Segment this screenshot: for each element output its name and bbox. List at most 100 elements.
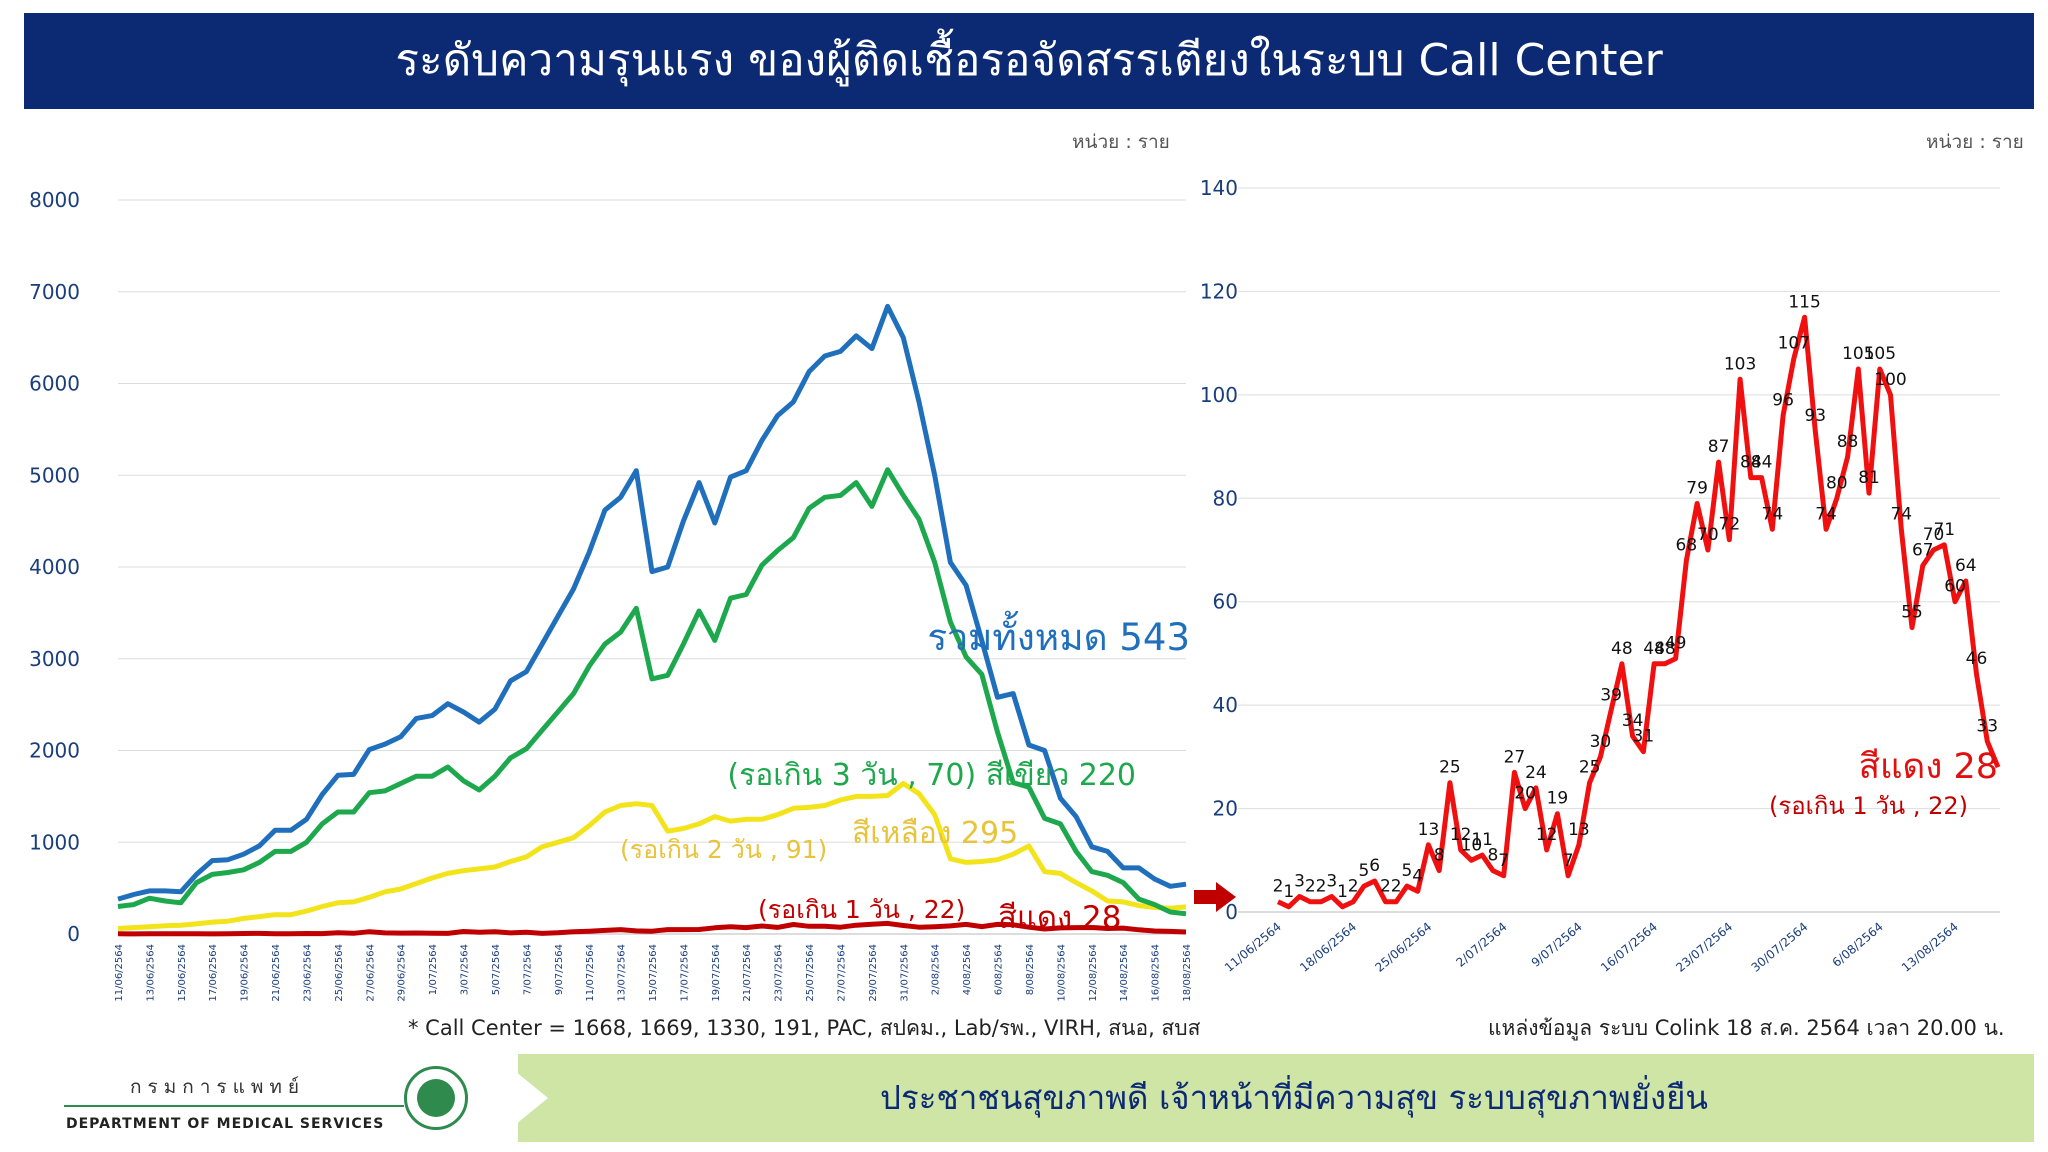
data-label: 3 <box>1326 871 1337 891</box>
annotation-label: (รอเกิน 1 วัน , 22) <box>758 895 965 924</box>
series-line-red <box>1276 314 2001 910</box>
annotation-label: สีแดง 28 <box>998 900 1121 936</box>
annotation-label: (รอเกิน 1 วัน , 22) <box>1769 792 1968 820</box>
x-tick-label: 7/07/2564 <box>522 944 533 995</box>
x-tick-label: 4/08/2564 <box>962 944 973 995</box>
y-tick-label: 6000 <box>29 372 80 396</box>
y-tick-label: 8000 <box>29 188 80 212</box>
data-label: 84 <box>1740 453 1762 473</box>
data-label: 7 <box>1563 851 1574 871</box>
y-tick-label: 60 <box>1213 590 1238 614</box>
annotation-label: สีเหลือง 295 <box>852 816 1018 851</box>
data-label: 64 <box>1955 556 1977 576</box>
data-label: 72 <box>1719 515 1741 535</box>
data-label: 79 <box>1686 478 1708 498</box>
data-label: 34 <box>1622 711 1644 731</box>
data-label: 103 <box>1724 354 1756 374</box>
footer-slogan: ประชาชนสุขภาพดี เจ้าหน้าที่มีความสุข ระบ… <box>880 1078 1708 1117</box>
data-label: 11 <box>1471 830 1493 850</box>
data-label: 12 <box>1450 825 1472 845</box>
y-tick-label: 140 <box>1200 176 1238 200</box>
data-label: 24 <box>1525 763 1547 783</box>
x-tick-label: 16/08/2564 <box>1151 944 1162 1002</box>
x-tick-label: 17/07/2564 <box>679 944 690 1002</box>
data-label: 74 <box>1762 504 1784 524</box>
unit-label-right: หน่วย : ราย <box>1926 131 2024 153</box>
dept-name-english: DEPARTMENT OF MEDICAL SERVICES <box>66 1116 385 1132</box>
data-label: 39 <box>1600 685 1622 705</box>
data-label: 70 <box>1923 525 1945 545</box>
x-tick-label: 12/08/2564 <box>1088 944 1099 1002</box>
x-tick-label: 16/07/2564 <box>1598 920 1660 975</box>
annotation-label: รวมทั้งหมด 543 <box>927 610 1190 659</box>
x-tick-label: 21/06/2564 <box>271 944 282 1002</box>
series-line-1 <box>117 467 1187 917</box>
x-tick-label: 30/07/2564 <box>1749 920 1811 975</box>
y-tick-label: 120 <box>1200 279 1238 303</box>
y-tick-label: 2000 <box>29 739 80 763</box>
series-line-2 <box>117 781 1187 931</box>
x-tick-label: 25/06/2564 <box>334 944 345 1002</box>
data-label: 81 <box>1858 468 1880 488</box>
y-tick-label: 80 <box>1213 486 1238 510</box>
x-tick-label: 15/07/2564 <box>648 944 659 1002</box>
data-label: 74 <box>1890 504 1912 524</box>
footer-band-notch <box>494 1054 548 1142</box>
data-label: 13 <box>1568 820 1590 840</box>
data-label: 1 <box>1337 882 1348 902</box>
x-tick-label: 25/06/2564 <box>1372 920 1434 975</box>
x-tick-label: 31/07/2564 <box>899 944 910 1002</box>
data-label: 2 <box>1391 877 1402 897</box>
y-tick-label: 4000 <box>29 555 80 579</box>
title-bar: ระดับความรุนแรง ของผู้ติดเชื้อรอจัดสรรเต… <box>24 13 2034 109</box>
annotation-label: สีแดง 28 <box>1859 747 1998 787</box>
x-tick-label: 23/06/2564 <box>302 944 313 1002</box>
series-line-3 <box>117 920 1187 937</box>
data-label: 2 <box>1316 877 1327 897</box>
data-label: 93 <box>1804 406 1826 426</box>
data-label: 48 <box>1611 639 1633 659</box>
data-label: 5 <box>1359 861 1370 881</box>
chart-left: 0 1000 2000 3000 4000 5000 6000 7000 8000 11/06/2… <box>29 188 1193 1002</box>
x-tick-label: 17/06/2564 <box>208 944 219 1002</box>
x-tick-label: 6/08/2564 <box>994 944 1005 995</box>
x-tick-label: 11/06/2564 <box>114 944 125 1002</box>
data-label: 12 <box>1536 825 1558 845</box>
x-tick-label: 15/06/2564 <box>177 944 188 1002</box>
data-label: 30 <box>1590 732 1612 752</box>
x-tick-label: 29/07/2564 <box>868 944 879 1002</box>
data-label: 100 <box>1874 370 1906 390</box>
data-label: 105 <box>1864 344 1896 364</box>
data-label: 8 <box>1488 846 1499 866</box>
x-tick-label: 5/07/2564 <box>491 944 502 995</box>
y-tick-label: 40 <box>1213 693 1238 717</box>
data-label: 27 <box>1504 747 1526 767</box>
data-label: 19 <box>1547 789 1569 809</box>
data-label: 3 <box>1294 871 1305 891</box>
y-tick-label: 20 <box>1213 797 1238 821</box>
data-label: 88 <box>1837 432 1859 452</box>
data-label: 55 <box>1901 603 1923 623</box>
data-label: 105 <box>1842 344 1874 364</box>
y-tick-label: 100 <box>1200 383 1238 407</box>
footer: กรมการแพทย์ DEPARTMENT OF MEDICAL SERVIC… <box>24 1054 2034 1142</box>
x-tick-label: 2/07/2564 <box>1453 920 1509 970</box>
data-label: 7 <box>1498 851 1509 871</box>
y-tick-label: 5000 <box>29 463 80 487</box>
x-tick-label: 13/07/2564 <box>617 944 628 1002</box>
call-center-footnote: * Call Center = 1668, 1669, 1330, 191, P… <box>408 1016 1201 1040</box>
x-tick-label: 29/06/2564 <box>397 944 408 1002</box>
data-label: 115 <box>1788 292 1820 312</box>
x-tick-label: 25/07/2564 <box>805 944 816 1002</box>
data-label: 80 <box>1826 473 1848 493</box>
data-label: 25 <box>1579 758 1601 778</box>
data-label: 107 <box>1778 334 1810 354</box>
data-label: 48 <box>1643 639 1665 659</box>
x-tick-label: 10/08/2564 <box>1056 944 1067 1002</box>
data-label: 2 <box>1348 877 1359 897</box>
data-label: 13 <box>1418 820 1440 840</box>
x-tick-label: 13/06/2564 <box>145 944 156 1002</box>
x-tick-label: 9/07/2564 <box>554 944 565 995</box>
x-tick-label: 23/07/2564 <box>774 944 785 1002</box>
data-label: 2 <box>1380 877 1391 897</box>
